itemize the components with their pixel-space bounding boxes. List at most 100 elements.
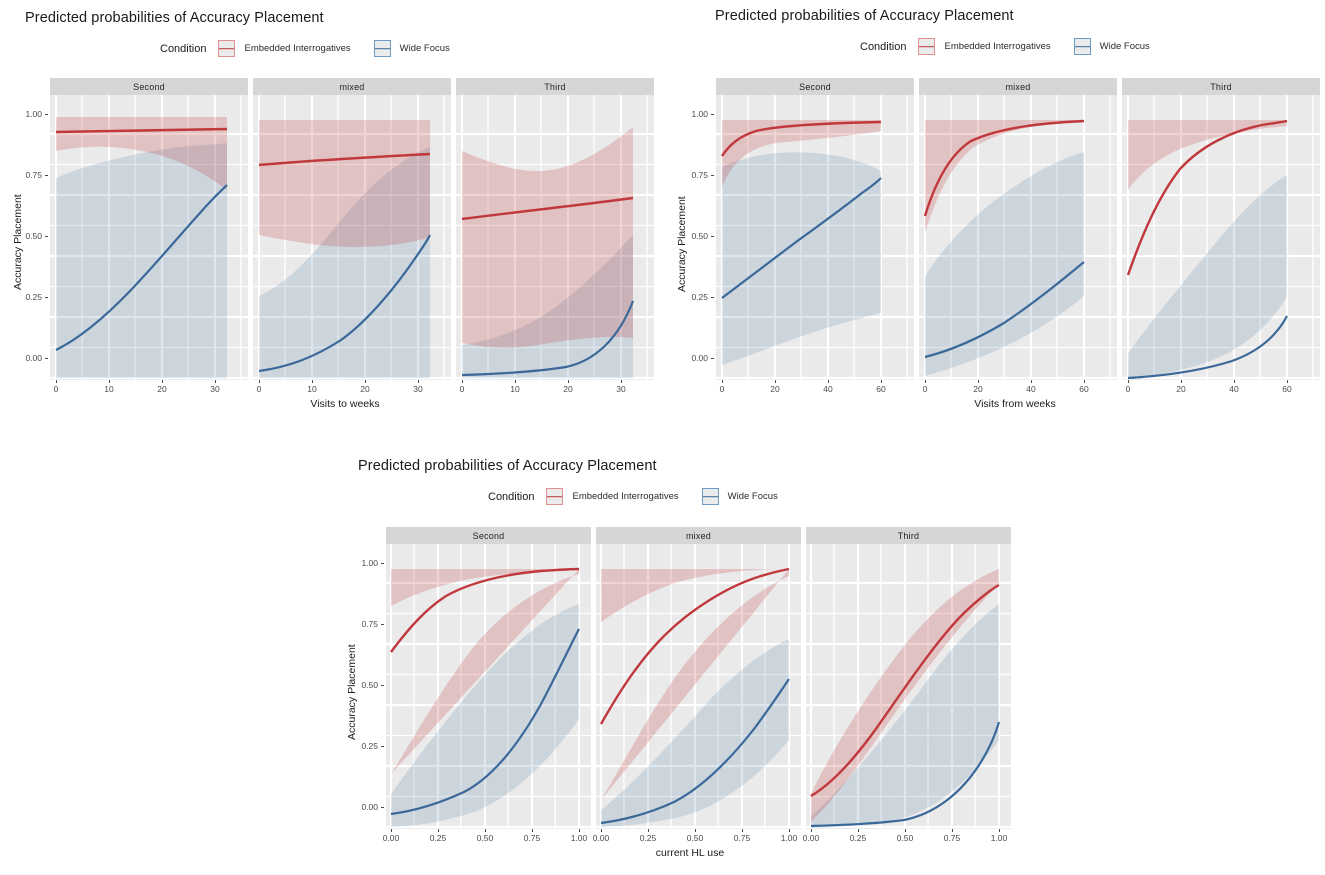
legend-key-embedded-interrogatives xyxy=(546,488,564,505)
x-tick-label: 0 xyxy=(1125,384,1131,394)
x-tick-mark xyxy=(952,829,954,832)
line-wide-focus xyxy=(600,678,790,825)
line-wide-focus xyxy=(390,628,580,816)
y-tick-mark xyxy=(381,624,384,626)
y-tick-mark xyxy=(45,297,48,299)
y-tick-label: 1.00 xyxy=(691,109,708,119)
facet-strip-label: Third xyxy=(1122,78,1320,95)
y-tick-label: 0.75 xyxy=(691,170,708,180)
facet-strip-label: mixed xyxy=(596,527,801,544)
x-tick-label: 0.50 xyxy=(686,833,704,843)
plot-svg xyxy=(596,544,801,829)
legend-key-wide-focus xyxy=(373,40,391,57)
y-tick-label: 1.00 xyxy=(361,558,378,568)
y-tick-mark xyxy=(381,563,384,565)
x-tick-mark xyxy=(999,829,1001,832)
x-tick-mark xyxy=(485,829,487,832)
y-tick-label: 0.50 xyxy=(361,680,378,690)
line-embedded xyxy=(721,120,882,157)
y-tick-mark xyxy=(45,114,48,116)
x-tick-label: 30 xyxy=(616,384,626,394)
y-axis-label: Accuracy Placement xyxy=(676,196,688,292)
legend-title: Condition xyxy=(860,40,907,53)
y-tick-mark xyxy=(711,358,714,360)
x-tick-label: 60 xyxy=(1079,384,1089,394)
plot-svg xyxy=(716,95,914,380)
x-tick-mark xyxy=(162,380,164,383)
ci-band-wide-focus xyxy=(601,639,789,827)
y-tick-mark xyxy=(45,358,48,360)
x-tick-mark xyxy=(462,380,464,383)
y-tick-label: 0.75 xyxy=(25,170,42,180)
x-tick-label: 10 xyxy=(510,384,520,394)
x-tick-label: 0.75 xyxy=(943,833,961,843)
x-tick-mark xyxy=(828,380,830,383)
x-axis-label: Visits from weeks xyxy=(974,398,1056,410)
plot-svg xyxy=(456,95,654,380)
plot-svg xyxy=(50,95,248,380)
facet-panel-third: Third xyxy=(456,78,654,380)
facet-panel-row: Second xyxy=(386,527,1011,829)
y-tick-label: 0.50 xyxy=(25,231,42,241)
x-tick-mark xyxy=(601,829,603,832)
x-tick-label: 0.00 xyxy=(382,833,400,843)
y-tick-label: 0.00 xyxy=(361,802,378,812)
x-tick-mark xyxy=(1128,380,1130,383)
x-tick-mark xyxy=(532,829,534,832)
x-tick-label: 20 xyxy=(360,384,370,394)
plot-area xyxy=(806,544,1011,829)
line-embedded xyxy=(923,119,1085,217)
plot-svg xyxy=(253,95,451,380)
ci-band-wide-focus xyxy=(391,604,579,827)
ci-band-embedded xyxy=(462,127,633,348)
y-tick-label: 0.25 xyxy=(361,741,378,751)
x-tick-label: 0 xyxy=(53,384,59,394)
plot-svg xyxy=(806,544,1011,829)
x-tick-mark xyxy=(811,829,813,832)
x-tick-mark xyxy=(1084,380,1086,383)
x-axis-label: current HL use xyxy=(655,847,725,859)
figure-visits-to-weeks: Predicted probabilities of Accuracy Plac… xyxy=(0,0,660,420)
minor-gridlines xyxy=(50,95,248,380)
line-wide-focus xyxy=(810,721,1001,828)
figure-visits-from-weeks: Predicted probabilities of Accuracy Plac… xyxy=(660,0,1325,420)
x-tick-label: 0.00 xyxy=(802,833,820,843)
ci-band-wide-focus xyxy=(811,604,999,828)
facet-strip-label: mixed xyxy=(253,78,451,95)
x-tick-mark xyxy=(978,380,980,383)
x-tick-label: 0.75 xyxy=(733,833,751,843)
facet-strip-label: Third xyxy=(456,78,654,95)
y-tick-mark xyxy=(711,114,714,116)
line-wide-focus xyxy=(1127,315,1288,380)
ci-band-embedded xyxy=(259,120,430,247)
x-tick-label: 0.25 xyxy=(429,833,447,843)
x-tick-label: 10 xyxy=(307,384,317,394)
x-tick-label: 0.00 xyxy=(592,833,610,843)
x-tick-label: 40 xyxy=(1026,384,1036,394)
ci-band-embedded xyxy=(1128,120,1287,357)
plot-area xyxy=(1122,95,1320,380)
x-tick-mark xyxy=(1181,380,1183,383)
x-tick-label: 20 xyxy=(157,384,167,394)
y-tick-label: 0.00 xyxy=(691,353,708,363)
x-tick-mark xyxy=(1287,380,1289,383)
plot-svg xyxy=(1122,95,1320,380)
plot-area xyxy=(253,95,451,380)
line-embedded xyxy=(599,567,790,725)
facet-panel-mixed: mixed xyxy=(253,78,451,380)
figure-title: Predicted probabilities of Accuracy Plac… xyxy=(715,8,1014,24)
ci-band-wide-focus xyxy=(462,235,633,378)
y-axis-label: Accuracy Placement xyxy=(12,194,24,290)
y-tick-mark xyxy=(381,685,384,687)
legend-title: Condition xyxy=(488,490,535,503)
major-gridlines xyxy=(50,95,248,380)
x-axis-label: Visits to weeks xyxy=(310,398,380,410)
ci-band-embedded xyxy=(925,120,1084,233)
legend-key-wide-focus xyxy=(1073,38,1091,55)
y-tick-mark xyxy=(45,175,48,177)
x-tick-mark xyxy=(648,829,650,832)
x-tick-label: 40 xyxy=(823,384,833,394)
x-tick-label: 0.75 xyxy=(523,833,541,843)
y-tick-label: 0.25 xyxy=(691,292,708,302)
line-embedded xyxy=(1126,119,1288,276)
